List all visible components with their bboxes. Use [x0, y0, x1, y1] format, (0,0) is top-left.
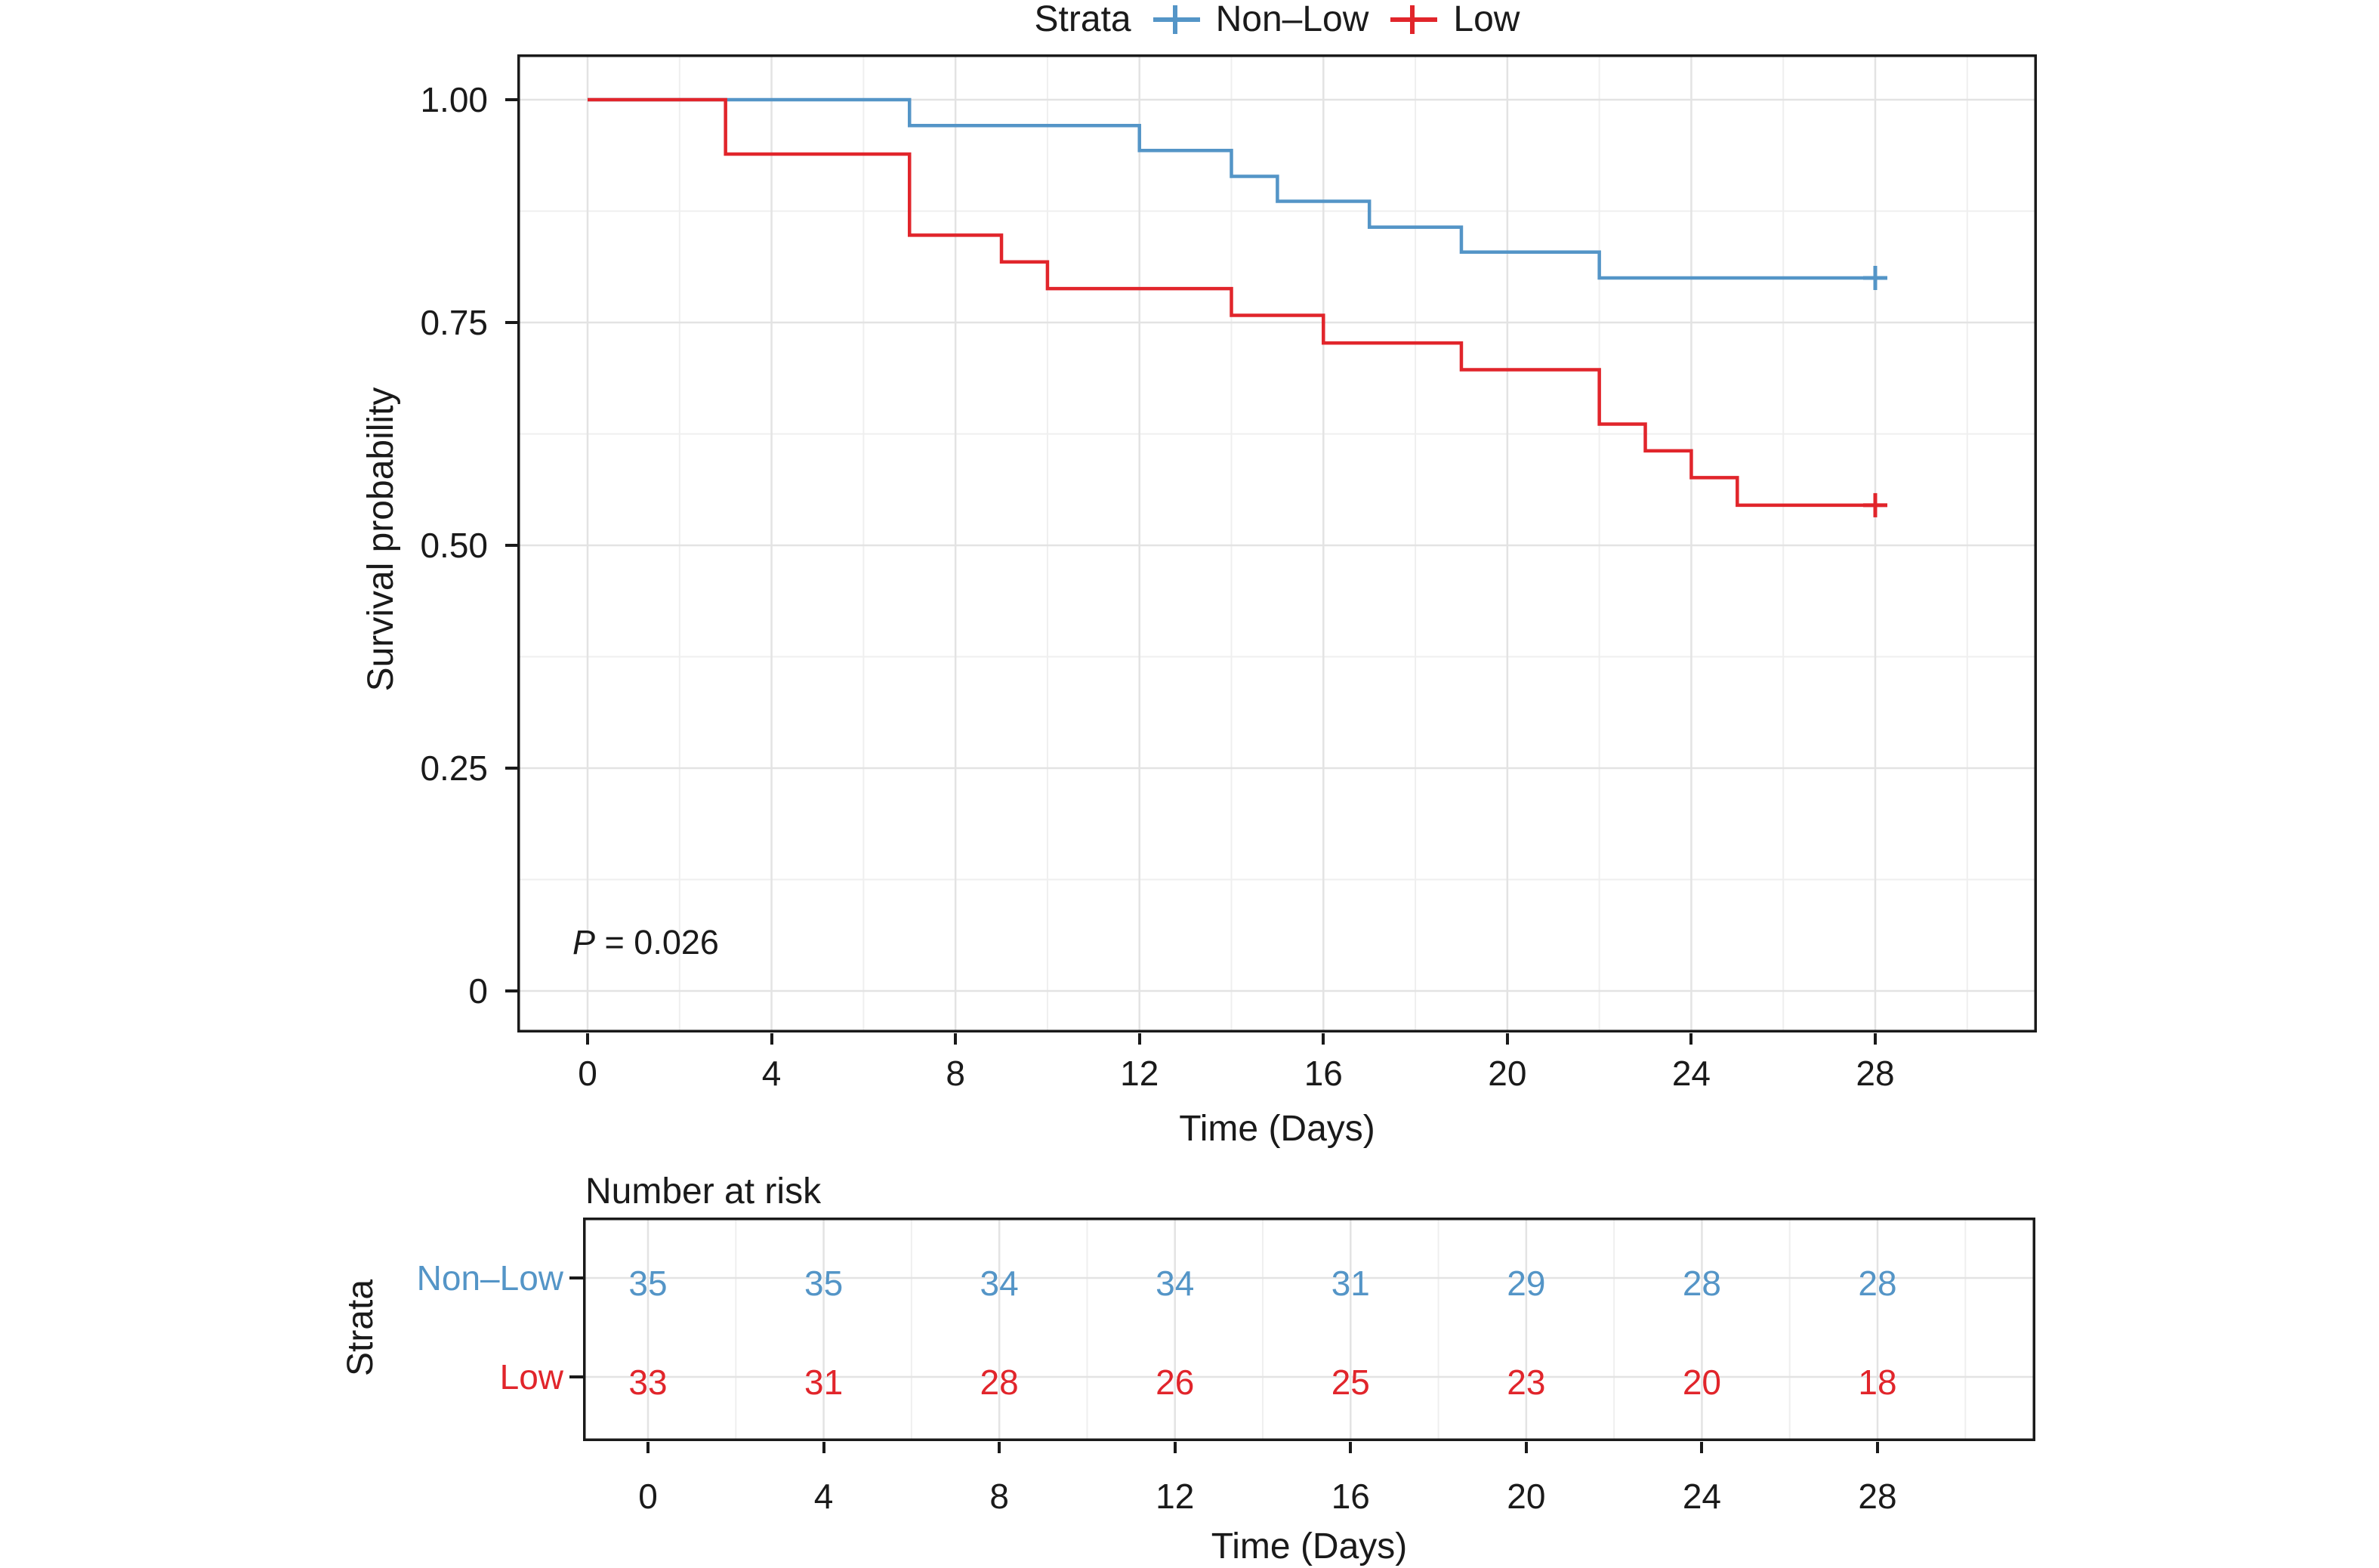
survival-plot-panel: [517, 54, 2037, 1032]
y-tick-label: 0.75: [420, 303, 488, 342]
risk-x-axis-tick: [1349, 1442, 1353, 1453]
x-tick-label: 12: [1120, 1054, 1159, 1093]
risk-row-label-non-low: Non–Low: [416, 1258, 563, 1298]
x-axis-tick: [1505, 1033, 1509, 1045]
risk-x-axis-tick: [1700, 1442, 1704, 1453]
at-risk-count: 26: [1156, 1363, 1194, 1402]
at-risk-count: 33: [628, 1363, 667, 1402]
legend-item-low: Low: [1390, 0, 1520, 41]
risk-x-tick-label: 28: [1858, 1477, 1897, 1516]
at-risk-count: 28: [980, 1363, 1019, 1402]
risk-x-tick-label: 4: [813, 1477, 834, 1516]
x-tick-label: 8: [946, 1054, 965, 1093]
x-axis-tick: [954, 1033, 958, 1045]
censor-plus-icon-non-low: [1152, 5, 1200, 34]
risk-x-axis-tick: [998, 1442, 1001, 1453]
risk-row-tick: [569, 1276, 583, 1279]
at-risk-count: 34: [980, 1264, 1019, 1303]
at-risk-count: 35: [628, 1264, 667, 1303]
at-risk-count: 35: [804, 1264, 843, 1303]
x-axis-tick: [1689, 1033, 1693, 1045]
y-tick-label: 0: [468, 971, 488, 1011]
panel-border: [583, 1218, 2035, 1441]
risk-x-axis-tick: [646, 1442, 650, 1453]
y-axis-tick: [505, 544, 517, 547]
risk-row-label-low: Low: [499, 1357, 563, 1397]
risk-table-x-axis-title: Time (Days): [1211, 1526, 1408, 1566]
at-risk-count: 28: [1858, 1264, 1896, 1303]
x-tick-label: 16: [1304, 1054, 1343, 1093]
legend-item-non-low: Non–Low: [1152, 0, 1369, 41]
risk-x-axis-tick: [1524, 1442, 1528, 1453]
risk-x-tick-label: 12: [1156, 1477, 1195, 1516]
pvalue-annotation: P = 0.026: [572, 923, 719, 961]
risk-x-tick-label: 8: [989, 1477, 1009, 1516]
risk-x-tick-label: 16: [1331, 1477, 1370, 1516]
risk-row-tick: [569, 1375, 583, 1378]
risk-x-tick-label: 24: [1682, 1477, 1721, 1516]
at-risk-count: 25: [1331, 1363, 1370, 1402]
legend-title: Strata: [1034, 0, 1131, 39]
risk-x-axis-tick: [822, 1442, 825, 1453]
y-axis-tick: [505, 767, 517, 770]
y-tick-label: 0.50: [420, 526, 488, 565]
risk-x-axis-tick: [1173, 1442, 1177, 1453]
x-axis-tick: [770, 1033, 773, 1045]
at-risk-count: 31: [1331, 1264, 1370, 1303]
at-risk-count: 31: [804, 1363, 843, 1402]
y-axis-tick: [505, 98, 517, 101]
y-axis-tick: [505, 989, 517, 992]
at-risk-count: 18: [1858, 1363, 1896, 1402]
x-tick-label: 4: [761, 1054, 782, 1093]
x-tick-label: 28: [1856, 1054, 1895, 1093]
y-tick-label: 1.00: [420, 80, 488, 119]
x-tick-label: 20: [1488, 1054, 1527, 1093]
x-axis-tick: [1322, 1033, 1325, 1045]
survival-curve-non-low: [588, 97, 1875, 280]
y-axis-tick: [505, 321, 517, 324]
risk-table-panel: 35 35 34 34 31 29 28 28 33 31 28 26 25 23 20 18: [583, 1218, 2035, 1441]
risk-table-title: Number at risk: [585, 1171, 822, 1211]
x-axis-tick: [1137, 1033, 1141, 1045]
legend: Strata Non–Low Low: [517, 0, 2037, 41]
at-risk-count: 20: [1683, 1363, 1721, 1402]
censor-plus-icon-low: [1390, 5, 1438, 34]
survival-curve-low: [588, 97, 1875, 508]
x-axis-title: Time (Days): [1179, 1109, 1375, 1149]
legend-label-non-low: Non–Low: [1215, 0, 1369, 39]
at-risk-count: 34: [1156, 1264, 1194, 1303]
legend-label-low: Low: [1453, 0, 1520, 39]
y-tick-label: 0.25: [420, 749, 488, 788]
at-risk-count: 23: [1507, 1363, 1545, 1402]
risk-x-tick-label: 20: [1507, 1477, 1546, 1516]
x-axis-tick: [586, 1033, 589, 1045]
risk-x-tick-label: 0: [638, 1477, 658, 1516]
x-axis-tick: [1874, 1033, 1877, 1045]
x-tick-label: 24: [1671, 1054, 1711, 1093]
panel-border: [517, 54, 2037, 1032]
x-tick-label: 0: [578, 1054, 597, 1093]
at-risk-count: 29: [1507, 1264, 1545, 1303]
at-risk-count: 28: [1683, 1264, 1721, 1303]
risk-x-axis-tick: [1876, 1442, 1879, 1453]
